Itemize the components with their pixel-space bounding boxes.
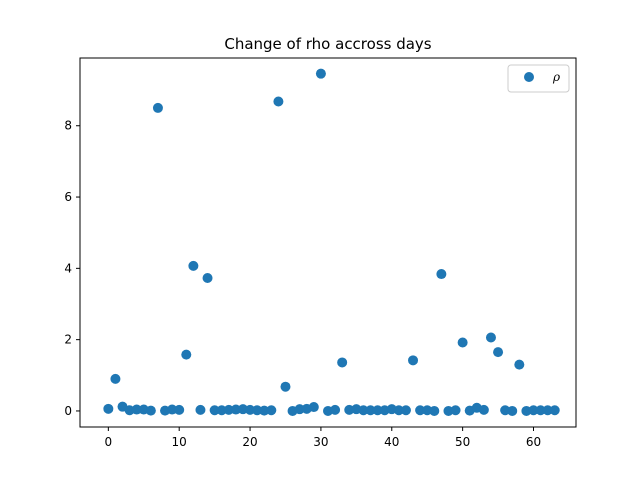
x-tick-label: 30 xyxy=(313,435,328,449)
data-point xyxy=(528,405,539,416)
data-point xyxy=(436,269,447,280)
data-point xyxy=(103,403,114,414)
y-tick-label: 4 xyxy=(64,261,72,275)
data-point xyxy=(330,404,341,415)
data-point xyxy=(337,357,348,368)
y-tick-label: 6 xyxy=(64,190,72,204)
legend-box xyxy=(507,64,570,93)
data-point xyxy=(393,405,404,416)
data-point xyxy=(223,404,234,415)
data-point xyxy=(230,404,241,415)
data-point xyxy=(514,359,525,370)
data-point xyxy=(259,405,270,416)
data-point xyxy=(400,405,411,416)
y-axis: 0 2 4 6 8 xyxy=(64,119,80,418)
data-point xyxy=(542,405,553,416)
data-point xyxy=(280,381,291,392)
y-tick-label: 0 xyxy=(64,404,72,418)
x-tick-label: 40 xyxy=(384,435,399,449)
data-point xyxy=(415,405,426,416)
data-point xyxy=(358,405,369,416)
data-point xyxy=(131,404,142,415)
x-tick-label: 10 xyxy=(172,435,187,449)
data-point xyxy=(174,404,185,415)
legend: ρ xyxy=(507,64,570,93)
data-point xyxy=(252,405,263,416)
data-point xyxy=(478,404,489,415)
data-point xyxy=(294,404,305,415)
legend-label: ρ xyxy=(552,70,560,84)
data-point xyxy=(429,405,440,416)
y-tick-label: 8 xyxy=(64,119,72,133)
data-point xyxy=(245,404,256,415)
x-tick-label: 60 xyxy=(526,435,541,449)
x-axis: 0 10 20 30 40 50 60 xyxy=(105,427,541,449)
data-point xyxy=(493,347,504,358)
data-point xyxy=(273,96,284,107)
data-points xyxy=(103,68,560,416)
y-tick-label: 2 xyxy=(64,333,72,347)
data-point xyxy=(315,68,326,79)
data-point xyxy=(110,373,121,384)
data-point xyxy=(145,405,156,416)
data-point xyxy=(485,332,496,343)
data-point xyxy=(308,402,319,413)
data-point xyxy=(549,405,560,416)
data-point xyxy=(216,405,227,416)
x-tick-label: 50 xyxy=(455,435,470,449)
legend-marker xyxy=(524,72,534,82)
data-point xyxy=(152,102,163,113)
chart-title: Change of rho accross days xyxy=(224,35,431,53)
data-point xyxy=(408,355,419,366)
data-point xyxy=(457,337,468,348)
data-point xyxy=(507,405,518,416)
data-point xyxy=(535,405,546,416)
data-point xyxy=(195,404,206,415)
x-tick-label: 0 xyxy=(105,435,113,449)
data-point xyxy=(188,260,199,271)
x-tick-label: 20 xyxy=(242,435,257,449)
data-point xyxy=(365,405,376,416)
plot-frame xyxy=(79,57,577,428)
data-point xyxy=(266,405,277,416)
data-point xyxy=(209,405,220,416)
data-point xyxy=(372,405,383,416)
data-point xyxy=(167,404,178,415)
data-point xyxy=(202,272,213,283)
data-point xyxy=(181,349,192,360)
data-point xyxy=(450,405,461,416)
